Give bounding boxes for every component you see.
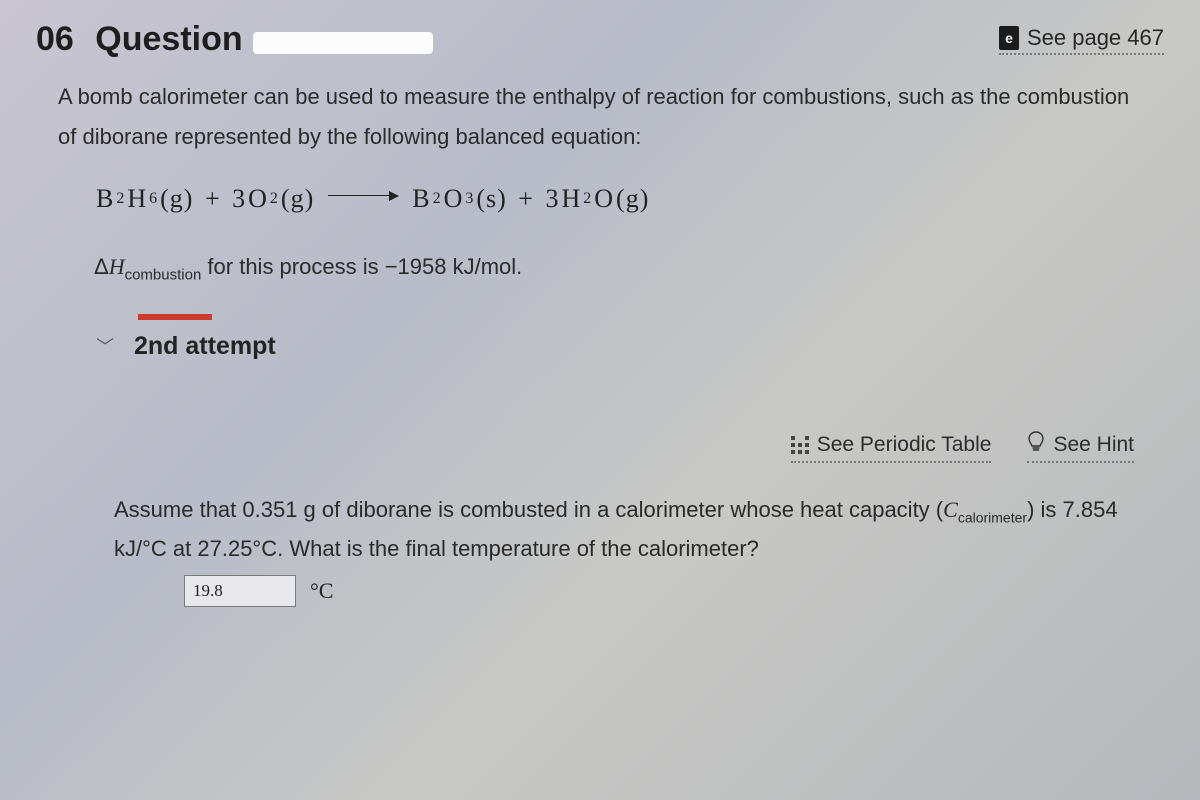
- ebook-icon: e: [999, 26, 1019, 50]
- periodic-table-label: See Periodic Table: [817, 433, 992, 457]
- question-word: Question: [95, 20, 242, 59]
- answer-unit: °C: [310, 578, 333, 604]
- delta-h-line: ΔHcombustion for this process is −1958 k…: [94, 254, 1164, 283]
- helper-links: See Periodic Table See Hint: [36, 431, 1134, 463]
- redacted-mark: [253, 32, 433, 54]
- question-prompt: A bomb calorimeter can be used to measur…: [58, 77, 1152, 156]
- lightbulb-icon: [1027, 431, 1045, 459]
- hint-link[interactable]: See Hint: [1027, 431, 1134, 463]
- chemical-equation: B2H6(g) + 3O2(g) B2O3(s) + 3H2O(g): [96, 184, 1164, 214]
- reaction-arrow-icon: [328, 195, 398, 196]
- lightbulb-icon-svg: [1027, 431, 1045, 453]
- question-title: 06 Question: [36, 20, 433, 59]
- question-header: 06 Question e See page 467: [36, 20, 1164, 59]
- periodic-table-link[interactable]: See Periodic Table: [791, 431, 992, 463]
- question-number: 06: [36, 20, 74, 59]
- see-page-link[interactable]: e See page 467: [999, 25, 1164, 55]
- chevron-down-icon[interactable]: ﹀: [96, 333, 114, 359]
- hint-label: See Hint: [1053, 433, 1134, 457]
- periodic-table-icon: [791, 436, 809, 454]
- see-page-label: See page 467: [1027, 25, 1164, 51]
- attempt-label: 2nd attempt: [134, 332, 276, 361]
- attempt-row: ﹀ 2nd attempt: [96, 332, 1164, 361]
- answer-row: °C: [184, 575, 1164, 607]
- attempt-accent-bar: [138, 314, 212, 320]
- final-question: Assume that 0.351 g of diborane is combu…: [114, 491, 1134, 568]
- answer-input[interactable]: [184, 575, 296, 607]
